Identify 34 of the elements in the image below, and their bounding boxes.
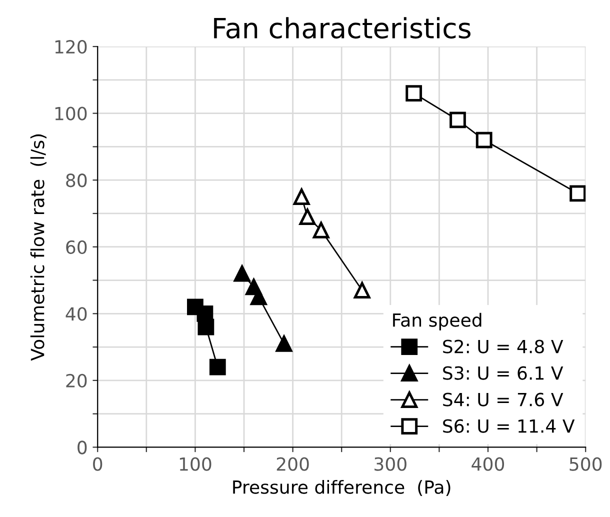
y-tick-label: 40 [66,307,87,321]
x-tick-label: 400 [472,457,504,471]
y-tick-label: 100 [55,106,87,120]
x-axis-title: Pressure difference (Pa) [233,480,450,496]
point [570,185,586,202]
y-tick-label: 120 [55,40,87,54]
x-tick-label: 200 [276,457,309,471]
point [299,208,316,226]
point [198,318,214,336]
y-tick-label: 80 [66,174,87,188]
point [276,336,292,352]
chart-title: Fan characteristics [214,17,470,39]
y-tick-label: 20 [66,374,87,388]
point [354,282,370,298]
point [209,358,226,376]
point [476,132,492,148]
x-tick-label: 100 [180,457,212,471]
point [234,265,250,282]
point [250,288,267,306]
point [450,112,466,128]
x-tick-label: 0 [93,457,102,471]
legend-label: S6: U = 11.4 V [443,419,575,433]
legend-title: Fan speed [393,312,482,330]
y-axis-title: Volumetric flow rate (l/s) [30,134,46,361]
legend-label: S2: U = 4.8 V [443,340,564,354]
y-tick-label: 0 [78,440,87,454]
point [406,85,422,102]
y-tick-label: 60 [66,240,87,254]
point [293,188,310,205]
point [312,222,330,238]
legend-label: S4: U = 7.6 V [443,392,564,406]
x-tick-label: 500 [570,457,602,471]
x-tick-label: 300 [374,457,406,471]
legend-label: S3: U = 6.1 V [443,366,564,380]
